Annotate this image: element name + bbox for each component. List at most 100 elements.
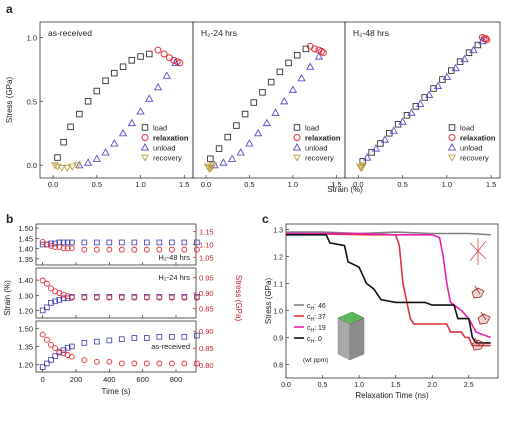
legend-marker [292,143,302,151]
right-tick-label: 0.80 [199,361,214,370]
unload-point [306,62,315,70]
legend-label: relaxation [460,134,496,143]
load-point [359,158,366,165]
y-tick-label: 1.0 [273,308,283,315]
strain-point [144,335,150,341]
stress-point [143,246,150,253]
strain-point [64,239,71,246]
right-tick-label: 0.90 [199,327,214,336]
stress-point [143,360,150,367]
unload-point [297,73,306,82]
unload-point [280,96,289,105]
strain-point [119,336,125,343]
stress-point [93,358,100,365]
legend-label: cH: 19 [307,325,326,334]
stress-point [131,360,138,367]
stress-point [68,294,75,301]
right-tick-label: 0.85 [199,305,214,314]
unload-point [253,128,263,137]
x-axis-label: Relaxation Time (ns) [355,391,429,400]
stress-point [193,246,200,253]
left-tick-label: 1.30 [18,291,33,300]
subplot-label: H₂-48 hrs [158,253,190,262]
x-tick-label: 1.0 [135,180,145,189]
load-point [111,69,118,77]
load-point [293,51,301,59]
strain-point [44,360,50,367]
stress-point [106,294,113,301]
legend-label: unload [305,144,328,153]
stress-point [64,245,71,252]
load-point [119,63,127,71]
stress-point [156,360,163,367]
recovery-point [63,164,72,172]
relaxation-point [176,59,184,67]
stress-point [81,357,88,364]
x-tick-label: 600 [136,375,149,384]
panel-c: c 0.0 0.5 1.0 1.5 2.0 2.5 0.8 0.9 1.0 1.1 1.2 1.3 cH:… [262,212,499,400]
strain-point [69,239,75,246]
unload-point [83,158,93,166]
legend-marker [448,134,456,141]
strain-point [169,239,175,246]
model-right [349,317,365,361]
legend-marker [448,154,456,162]
load-point [215,145,223,152]
legend-label: unload [460,144,483,153]
dislocation-icon [469,238,491,351]
left-tick-label: 1.40 [18,276,33,285]
x-tick-label: 1.0 [354,382,364,389]
stress-point [48,285,54,292]
strain-point [64,344,71,351]
stress-point [131,246,138,253]
strain-point [48,240,54,247]
series-line [285,232,491,347]
load-point [241,110,249,118]
strain-point [60,239,67,246]
legend-value: : 46 [314,303,326,310]
recovery-point [203,163,212,171]
right-tick-label: 0.85 [199,344,214,353]
left-tick-label: 1.45 [18,234,33,243]
y-tick-label: 1.0 [27,33,37,42]
y-tick-label: 0.0 [27,161,37,170]
stress-point [193,360,200,367]
left-tick-label: 1.20 [18,306,33,315]
load-point [93,87,101,95]
legend-label: cH: 46 [307,303,326,312]
strain-point [69,343,75,350]
unload-point [101,148,110,156]
unload-point [362,153,372,161]
recovery-point [50,162,59,170]
legend-label: load [305,124,319,133]
defect-cluster-icon [471,285,485,299]
stress-point [68,245,75,252]
x-tick-label: 0 [41,375,45,384]
unload-point [236,148,245,156]
unload-point [171,58,180,66]
y-tick-label: 1.2 [273,254,283,261]
subplot-title: as-received [48,28,92,38]
x-tick-label: 400 [103,375,116,384]
strain-point [119,239,125,246]
legend-marker [293,124,301,131]
x-tick-label: 800 [170,375,183,384]
load-point [276,68,284,76]
strain-point [181,239,188,246]
unload-point [416,99,425,107]
legend-marker [141,134,149,141]
legend-marker [140,143,150,151]
unload-point [145,94,154,102]
stress-point [39,277,46,284]
legend-label: cH: 0 [307,336,322,345]
stress-point [106,246,113,253]
unload-point [219,158,228,166]
series-line [286,234,491,344]
legend-value: : 19 [314,325,326,332]
unload-point [469,45,478,54]
strain-point [56,297,63,303]
x-tick-label: 2.0 [427,382,437,389]
right-axis-label: Stress (GPa) [234,275,243,322]
